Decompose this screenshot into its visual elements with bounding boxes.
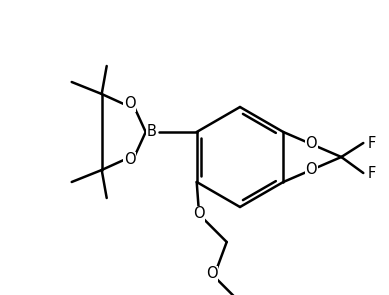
Text: O: O — [305, 137, 317, 152]
Text: F: F — [367, 135, 375, 150]
Text: O: O — [206, 266, 217, 281]
Text: F: F — [367, 165, 375, 181]
Text: O: O — [193, 206, 205, 222]
Text: O: O — [305, 163, 317, 178]
Text: O: O — [124, 153, 135, 168]
Text: B: B — [147, 124, 157, 140]
Text: O: O — [124, 96, 135, 112]
